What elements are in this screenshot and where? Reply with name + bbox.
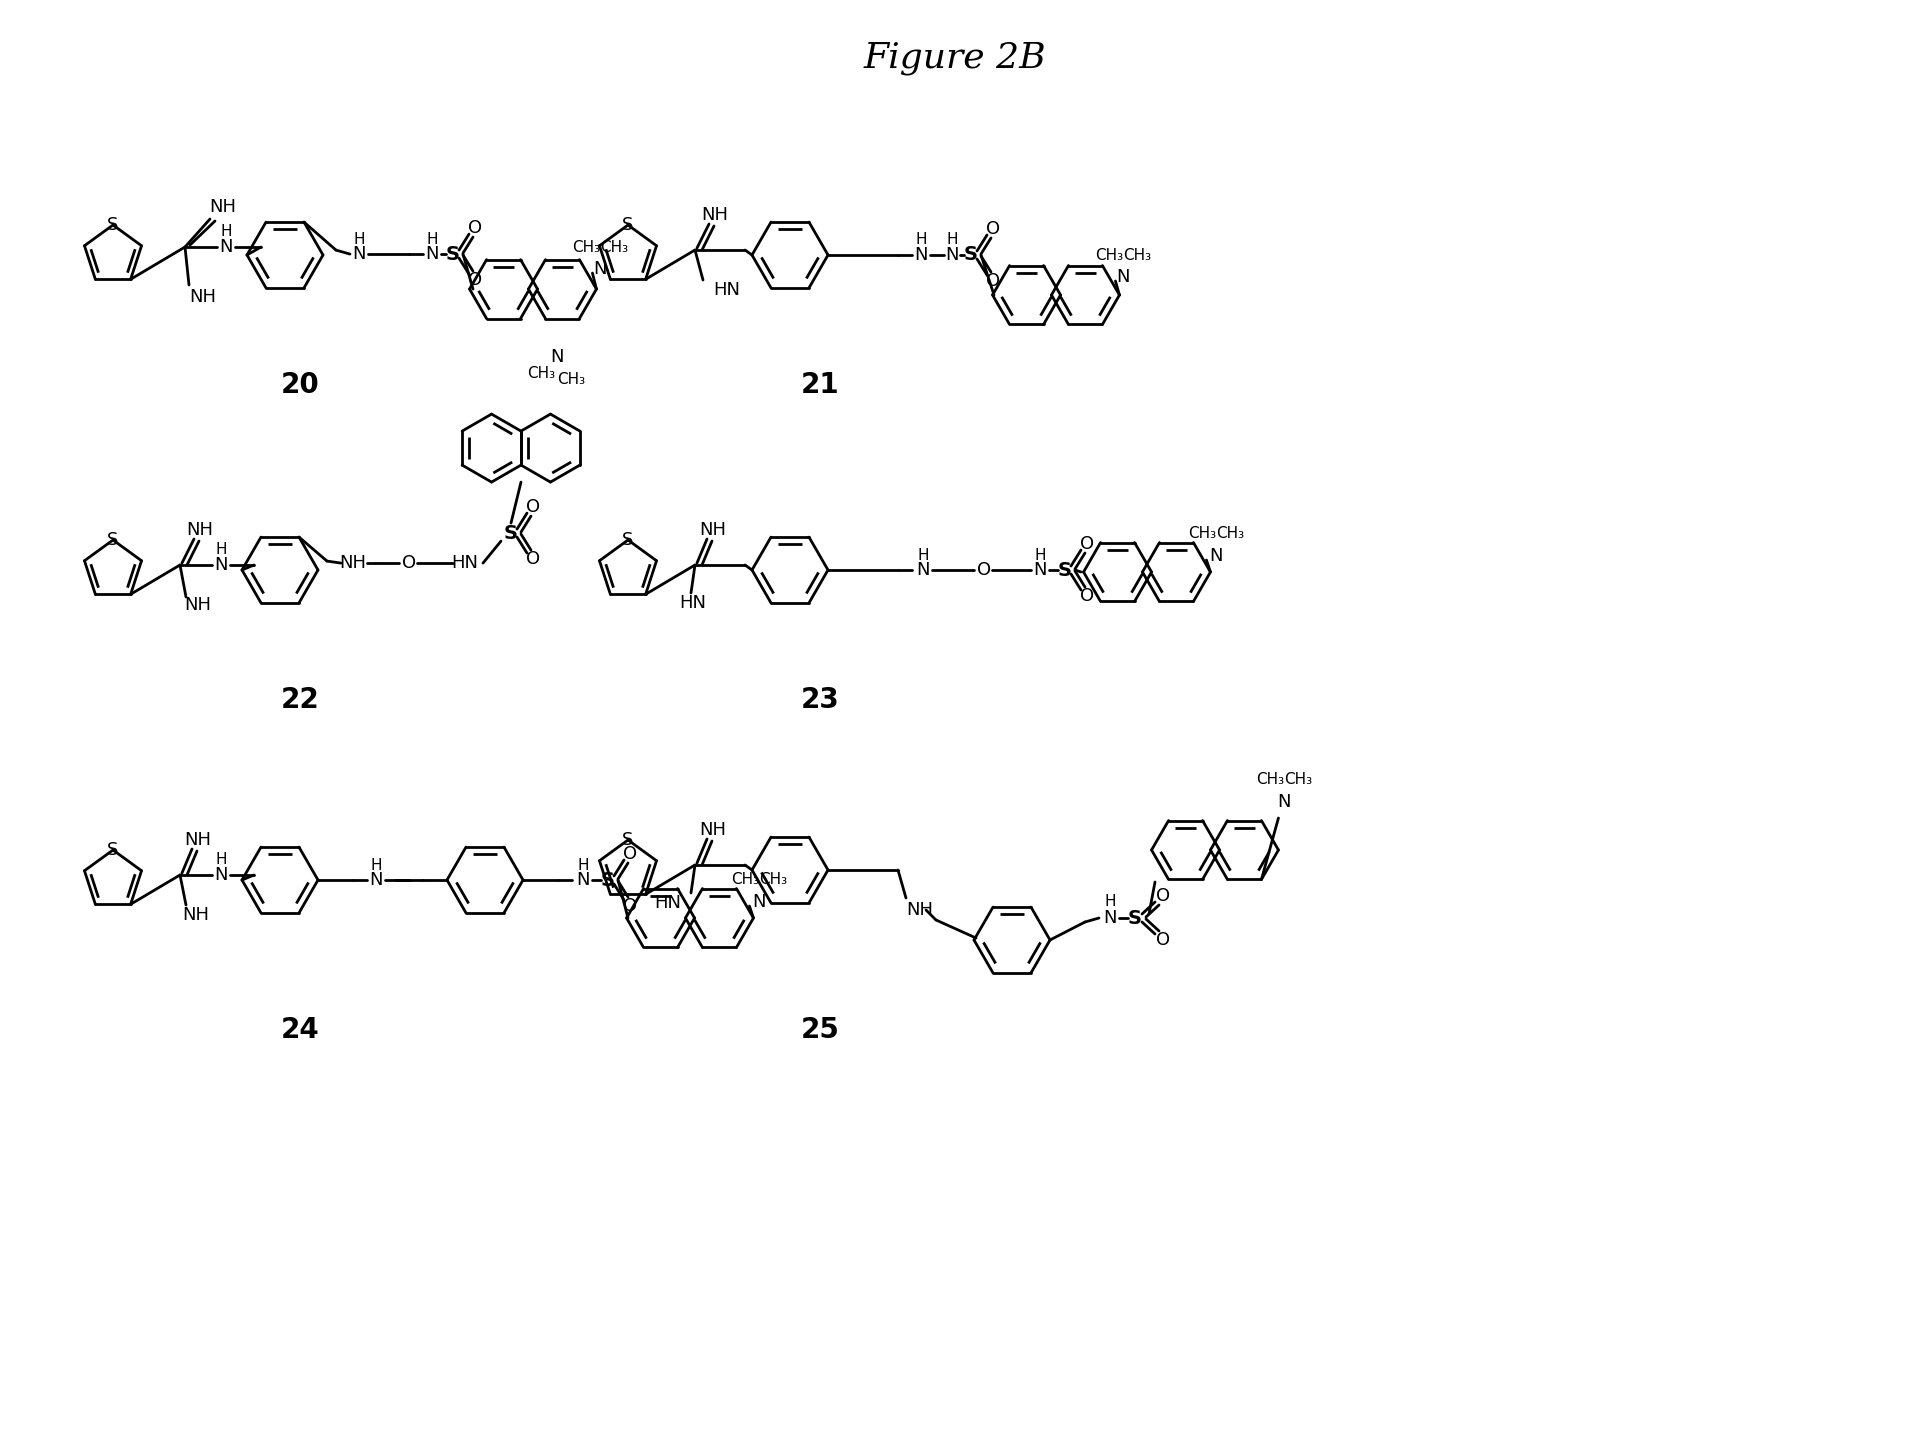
Text: NH: NH (189, 288, 216, 307)
Text: NH: NH (182, 906, 210, 924)
Text: 23: 23 (801, 685, 839, 714)
Text: N: N (352, 245, 365, 264)
Text: N: N (915, 562, 931, 579)
Text: 22: 22 (281, 685, 319, 714)
Text: CH₃: CH₃ (573, 239, 600, 255)
Text: N: N (426, 245, 440, 264)
Text: S: S (107, 841, 118, 860)
Text: O: O (1080, 536, 1095, 553)
Text: N: N (594, 261, 608, 278)
Text: CH₃: CH₃ (556, 372, 585, 386)
Text: N: N (913, 246, 927, 264)
Text: O: O (1156, 932, 1170, 949)
Text: N: N (1034, 562, 1047, 579)
Text: NH: NH (699, 821, 726, 840)
Text: N: N (214, 556, 227, 575)
Text: CH₃: CH₃ (600, 239, 629, 255)
Text: O: O (526, 550, 541, 569)
Text: N: N (1278, 793, 1292, 811)
Text: H: H (220, 225, 231, 239)
Text: O: O (468, 271, 482, 289)
Text: H: H (216, 852, 227, 867)
Text: S: S (600, 871, 615, 890)
Text: NH: NH (185, 596, 212, 613)
Text: S: S (445, 245, 461, 264)
Text: H: H (1105, 894, 1116, 910)
Text: 21: 21 (801, 372, 839, 399)
Text: NH: NH (185, 831, 212, 850)
Text: N: N (1210, 547, 1223, 564)
Text: S: S (1127, 909, 1143, 927)
Text: CH₃: CH₃ (527, 366, 554, 380)
Text: CH₃: CH₃ (1256, 772, 1284, 788)
Text: H: H (216, 543, 227, 557)
Text: H: H (426, 232, 438, 246)
Text: N: N (1116, 268, 1129, 287)
Text: S: S (623, 831, 634, 850)
Text: H: H (917, 547, 929, 563)
Text: S: S (623, 531, 634, 549)
Text: O: O (526, 498, 541, 516)
Text: H: H (1034, 547, 1045, 563)
Text: NH: NH (699, 521, 726, 539)
Text: O: O (986, 272, 999, 289)
Text: HN: HN (680, 593, 707, 612)
Text: HN: HN (713, 281, 740, 300)
Text: CH₃: CH₃ (759, 873, 787, 887)
Text: HN: HN (654, 894, 680, 912)
Text: N: N (1103, 909, 1116, 927)
Text: S: S (107, 531, 118, 549)
Text: CH₃: CH₃ (1095, 248, 1124, 262)
Text: HN: HN (451, 554, 478, 572)
Text: O: O (977, 562, 992, 579)
Text: H: H (371, 857, 382, 873)
Text: NH: NH (340, 554, 367, 572)
Text: S: S (505, 524, 518, 543)
Text: N: N (946, 246, 959, 264)
Text: O: O (623, 897, 636, 914)
Text: H: H (946, 232, 957, 248)
Text: N: N (753, 893, 766, 912)
Text: N: N (369, 871, 382, 888)
Text: H: H (915, 232, 927, 248)
Text: H: H (577, 857, 589, 873)
Text: O: O (623, 845, 636, 863)
Text: O: O (468, 219, 482, 238)
Text: NH: NH (906, 901, 933, 919)
Text: NH: NH (187, 521, 214, 539)
Text: Figure 2B: Figure 2B (864, 40, 1047, 75)
Text: N: N (214, 865, 227, 884)
Text: O: O (401, 554, 417, 572)
Text: S: S (623, 216, 634, 233)
Text: NH: NH (701, 206, 728, 225)
Text: N: N (220, 238, 233, 256)
Text: N: N (550, 348, 564, 366)
Text: O: O (1156, 887, 1170, 904)
Text: O: O (986, 220, 999, 238)
Text: CH₃: CH₃ (1284, 772, 1313, 788)
Text: NH: NH (210, 197, 237, 216)
Text: S: S (963, 245, 978, 265)
Text: CH₃: CH₃ (1217, 527, 1244, 541)
Text: 25: 25 (801, 1017, 839, 1044)
Text: 24: 24 (281, 1017, 319, 1044)
Text: CH₃: CH₃ (1189, 527, 1217, 541)
Text: H: H (354, 232, 365, 246)
Text: CH₃: CH₃ (1124, 248, 1152, 262)
Text: N: N (577, 871, 590, 888)
Text: S: S (107, 216, 118, 233)
Text: O: O (1080, 588, 1095, 605)
Text: S: S (1059, 560, 1072, 579)
Text: 20: 20 (281, 372, 319, 399)
Text: CH₃: CH₃ (732, 873, 759, 887)
